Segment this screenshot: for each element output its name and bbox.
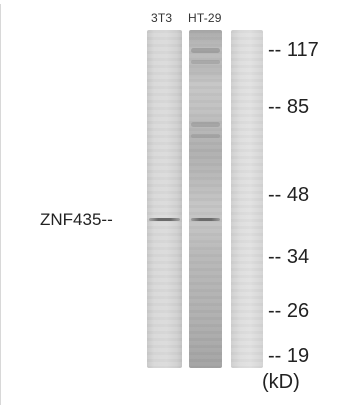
faint-band (191, 48, 220, 53)
faint-band (191, 122, 220, 127)
marker-26: -- 26 (268, 300, 310, 322)
marker-19: -- 19 (268, 345, 310, 367)
faint-band (191, 60, 220, 64)
marker-117: -- 117 (268, 39, 319, 61)
blot-lane-2 (189, 30, 222, 368)
lane-label-3t3: 3T3 (151, 11, 173, 25)
marker-48: -- 48 (268, 184, 310, 206)
protein-label: ZNF435-- (40, 210, 113, 229)
marker-85: -- 85 (268, 96, 310, 118)
target-band-lane-1 (149, 218, 180, 221)
marker-34: -- 34 (268, 246, 310, 268)
lane-label-ht29: HT-29 (188, 11, 222, 25)
blot-lane-1 (147, 30, 182, 368)
target-band-lane-2 (191, 218, 220, 221)
frame-border (0, 4, 1, 405)
blot-lane-3 (231, 30, 263, 368)
unit-label: (kD) (262, 371, 300, 393)
faint-band (191, 134, 220, 138)
